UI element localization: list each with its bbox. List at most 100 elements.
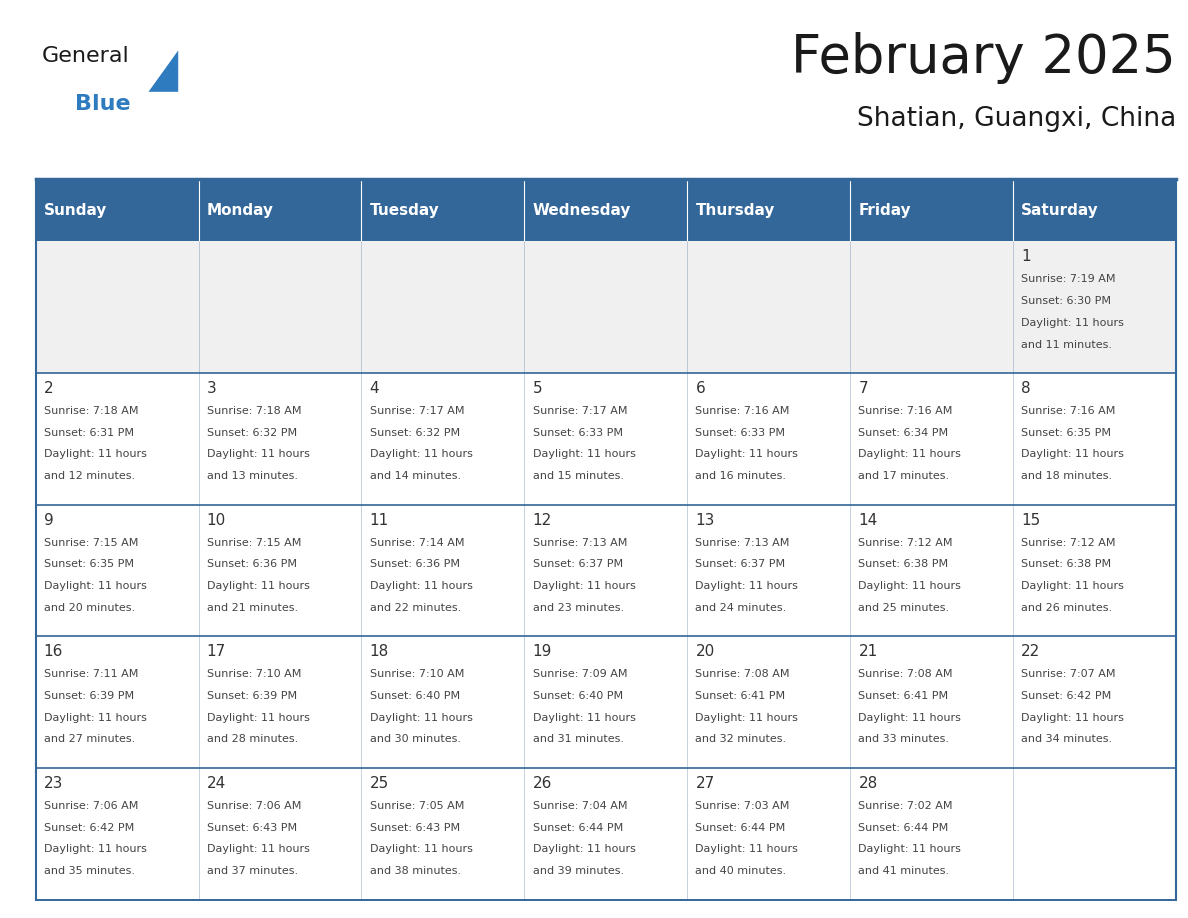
Text: Sunset: 6:43 PM: Sunset: 6:43 PM bbox=[369, 823, 460, 833]
Text: 7: 7 bbox=[859, 381, 868, 396]
Text: 2: 2 bbox=[44, 381, 53, 396]
Text: Sunrise: 7:15 AM: Sunrise: 7:15 AM bbox=[44, 538, 138, 548]
Text: Sunset: 6:35 PM: Sunset: 6:35 PM bbox=[1022, 428, 1111, 438]
Text: Daylight: 11 hours: Daylight: 11 hours bbox=[532, 845, 636, 855]
Text: 15: 15 bbox=[1022, 512, 1041, 528]
Text: and 37 minutes.: and 37 minutes. bbox=[207, 866, 298, 876]
Text: and 14 minutes.: and 14 minutes. bbox=[369, 471, 461, 481]
Text: Sunset: 6:39 PM: Sunset: 6:39 PM bbox=[207, 691, 297, 701]
Text: and 11 minutes.: and 11 minutes. bbox=[1022, 340, 1112, 350]
Text: and 34 minutes.: and 34 minutes. bbox=[1022, 734, 1112, 744]
Text: Sunset: 6:36 PM: Sunset: 6:36 PM bbox=[369, 559, 460, 569]
Text: Tuesday: Tuesday bbox=[369, 203, 440, 218]
Text: Saturday: Saturday bbox=[1022, 203, 1099, 218]
Text: Daylight: 11 hours: Daylight: 11 hours bbox=[859, 581, 961, 591]
Text: 11: 11 bbox=[369, 512, 388, 528]
Text: and 26 minutes.: and 26 minutes. bbox=[1022, 603, 1112, 613]
Text: Sunset: 6:33 PM: Sunset: 6:33 PM bbox=[532, 428, 623, 438]
Text: Sunrise: 7:18 AM: Sunrise: 7:18 AM bbox=[207, 406, 302, 416]
Text: General: General bbox=[42, 46, 129, 66]
Text: Daylight: 11 hours: Daylight: 11 hours bbox=[859, 712, 961, 722]
Text: Sunset: 6:36 PM: Sunset: 6:36 PM bbox=[207, 559, 297, 569]
Text: Sunrise: 7:12 AM: Sunrise: 7:12 AM bbox=[859, 538, 953, 548]
Text: and 40 minutes.: and 40 minutes. bbox=[695, 866, 786, 876]
Text: Daylight: 11 hours: Daylight: 11 hours bbox=[207, 581, 310, 591]
Text: Daylight: 11 hours: Daylight: 11 hours bbox=[44, 450, 146, 459]
Text: Sunset: 6:32 PM: Sunset: 6:32 PM bbox=[207, 428, 297, 438]
Text: Sunset: 6:44 PM: Sunset: 6:44 PM bbox=[859, 823, 949, 833]
Text: Sunrise: 7:18 AM: Sunrise: 7:18 AM bbox=[44, 406, 138, 416]
Text: Daylight: 11 hours: Daylight: 11 hours bbox=[207, 845, 310, 855]
Text: Sunrise: 7:13 AM: Sunrise: 7:13 AM bbox=[695, 538, 790, 548]
Text: Sunset: 6:41 PM: Sunset: 6:41 PM bbox=[695, 691, 785, 701]
Text: Sunset: 6:34 PM: Sunset: 6:34 PM bbox=[859, 428, 948, 438]
Text: and 33 minutes.: and 33 minutes. bbox=[859, 734, 949, 744]
Text: Sunrise: 7:07 AM: Sunrise: 7:07 AM bbox=[1022, 669, 1116, 679]
Text: Sunrise: 7:06 AM: Sunrise: 7:06 AM bbox=[44, 800, 138, 811]
Text: Daylight: 11 hours: Daylight: 11 hours bbox=[532, 450, 636, 459]
Text: and 23 minutes.: and 23 minutes. bbox=[532, 603, 624, 613]
Bar bbox=[36, 241, 1176, 373]
Text: and 41 minutes.: and 41 minutes. bbox=[859, 866, 949, 876]
Text: Sunset: 6:42 PM: Sunset: 6:42 PM bbox=[1022, 691, 1112, 701]
Text: Sunrise: 7:17 AM: Sunrise: 7:17 AM bbox=[532, 406, 627, 416]
Text: and 21 minutes.: and 21 minutes. bbox=[207, 603, 298, 613]
Text: Daylight: 11 hours: Daylight: 11 hours bbox=[532, 581, 636, 591]
Text: and 20 minutes.: and 20 minutes. bbox=[44, 603, 135, 613]
Text: Thursday: Thursday bbox=[695, 203, 775, 218]
Text: Sunrise: 7:02 AM: Sunrise: 7:02 AM bbox=[859, 800, 953, 811]
Text: 12: 12 bbox=[532, 512, 551, 528]
Text: Sunrise: 7:12 AM: Sunrise: 7:12 AM bbox=[1022, 538, 1116, 548]
Text: Daylight: 11 hours: Daylight: 11 hours bbox=[1022, 712, 1124, 722]
Text: Daylight: 11 hours: Daylight: 11 hours bbox=[859, 845, 961, 855]
Text: 6: 6 bbox=[695, 381, 706, 396]
Text: Daylight: 11 hours: Daylight: 11 hours bbox=[44, 581, 146, 591]
Text: and 22 minutes.: and 22 minutes. bbox=[369, 603, 461, 613]
Text: Sunrise: 7:08 AM: Sunrise: 7:08 AM bbox=[695, 669, 790, 679]
Text: Daylight: 11 hours: Daylight: 11 hours bbox=[207, 450, 310, 459]
Text: Sunrise: 7:17 AM: Sunrise: 7:17 AM bbox=[369, 406, 465, 416]
Text: and 27 minutes.: and 27 minutes. bbox=[44, 734, 135, 744]
Text: and 32 minutes.: and 32 minutes. bbox=[695, 734, 786, 744]
Text: Sunday: Sunday bbox=[44, 203, 107, 218]
Bar bbox=[36, 179, 1176, 241]
Text: 24: 24 bbox=[207, 776, 226, 791]
Text: and 24 minutes.: and 24 minutes. bbox=[695, 603, 786, 613]
Text: and 25 minutes.: and 25 minutes. bbox=[859, 603, 949, 613]
Text: Sunset: 6:31 PM: Sunset: 6:31 PM bbox=[44, 428, 134, 438]
Text: Sunrise: 7:19 AM: Sunrise: 7:19 AM bbox=[1022, 274, 1116, 285]
Text: Daylight: 11 hours: Daylight: 11 hours bbox=[1022, 581, 1124, 591]
Text: 22: 22 bbox=[1022, 644, 1041, 659]
Text: Sunset: 6:32 PM: Sunset: 6:32 PM bbox=[369, 428, 460, 438]
Text: Daylight: 11 hours: Daylight: 11 hours bbox=[695, 450, 798, 459]
Text: 28: 28 bbox=[859, 776, 878, 791]
Bar bbox=[36, 373, 1176, 505]
Text: 19: 19 bbox=[532, 644, 552, 659]
Text: Daylight: 11 hours: Daylight: 11 hours bbox=[859, 450, 961, 459]
Text: Sunrise: 7:10 AM: Sunrise: 7:10 AM bbox=[369, 669, 465, 679]
Text: 10: 10 bbox=[207, 512, 226, 528]
Text: 17: 17 bbox=[207, 644, 226, 659]
Text: Sunset: 6:43 PM: Sunset: 6:43 PM bbox=[207, 823, 297, 833]
Text: Sunrise: 7:16 AM: Sunrise: 7:16 AM bbox=[695, 406, 790, 416]
Text: Sunset: 6:38 PM: Sunset: 6:38 PM bbox=[1022, 559, 1112, 569]
Text: Sunset: 6:37 PM: Sunset: 6:37 PM bbox=[695, 559, 785, 569]
Text: 25: 25 bbox=[369, 776, 388, 791]
Text: Daylight: 11 hours: Daylight: 11 hours bbox=[1022, 318, 1124, 328]
Text: Wednesday: Wednesday bbox=[532, 203, 631, 218]
Text: Daylight: 11 hours: Daylight: 11 hours bbox=[369, 450, 473, 459]
Text: Sunset: 6:41 PM: Sunset: 6:41 PM bbox=[859, 691, 948, 701]
Text: Sunset: 6:33 PM: Sunset: 6:33 PM bbox=[695, 428, 785, 438]
Text: and 15 minutes.: and 15 minutes. bbox=[532, 471, 624, 481]
Text: Shatian, Guangxi, China: Shatian, Guangxi, China bbox=[857, 106, 1176, 131]
Text: 14: 14 bbox=[859, 512, 878, 528]
Text: Sunrise: 7:08 AM: Sunrise: 7:08 AM bbox=[859, 669, 953, 679]
Text: Sunset: 6:44 PM: Sunset: 6:44 PM bbox=[695, 823, 785, 833]
Text: Blue: Blue bbox=[75, 94, 131, 114]
Text: 9: 9 bbox=[44, 512, 53, 528]
Text: Monday: Monday bbox=[207, 203, 273, 218]
Text: and 28 minutes.: and 28 minutes. bbox=[207, 734, 298, 744]
Text: Daylight: 11 hours: Daylight: 11 hours bbox=[44, 845, 146, 855]
Text: and 18 minutes.: and 18 minutes. bbox=[1022, 471, 1112, 481]
Text: Sunrise: 7:11 AM: Sunrise: 7:11 AM bbox=[44, 669, 138, 679]
